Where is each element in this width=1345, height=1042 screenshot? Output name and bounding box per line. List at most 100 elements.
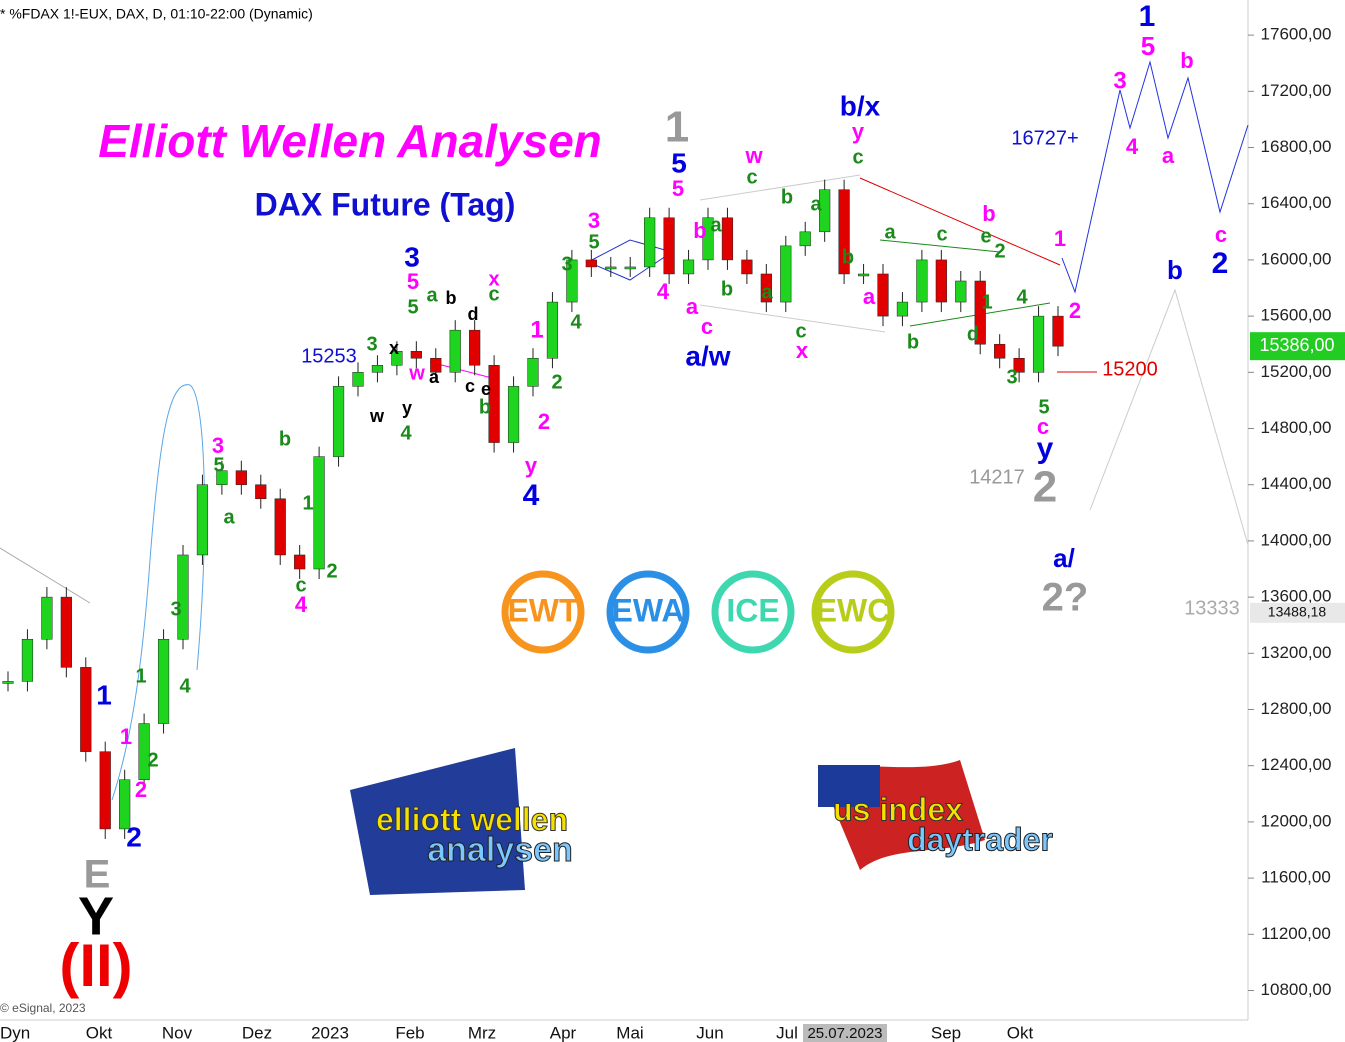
wave-label: a bbox=[429, 367, 440, 387]
candle bbox=[527, 358, 539, 387]
candle bbox=[119, 779, 131, 830]
x-tick-label: Apr bbox=[550, 1023, 577, 1042]
candle bbox=[741, 259, 753, 275]
wave-label: 5 bbox=[407, 296, 418, 318]
y-tick-label: 17200,00 bbox=[1261, 81, 1332, 100]
wave-label: y bbox=[525, 453, 538, 478]
y-tick-label: 16400,00 bbox=[1261, 193, 1332, 212]
wave-label: 1 bbox=[981, 291, 992, 313]
candle bbox=[196, 484, 209, 556]
wave-label: y bbox=[402, 398, 412, 418]
logo: us index daytrader bbox=[818, 760, 1053, 870]
wave-label: b/x bbox=[840, 90, 881, 121]
x-tick-label: Dyn bbox=[0, 1023, 30, 1042]
candle bbox=[994, 343, 1006, 359]
wave-label: b bbox=[1167, 255, 1183, 285]
candle bbox=[838, 189, 850, 275]
price-note: 13333 bbox=[1184, 597, 1240, 619]
x-tick-label: Mrz bbox=[468, 1023, 496, 1042]
wave-label: 4 bbox=[295, 592, 308, 617]
badge-label: EWT bbox=[507, 592, 579, 628]
candle bbox=[682, 259, 695, 275]
x-tick-label: Okt bbox=[1007, 1023, 1034, 1042]
candle bbox=[371, 365, 384, 373]
wave-label: c bbox=[701, 314, 713, 339]
x-tick-label: Jun bbox=[696, 1023, 723, 1042]
y-tick-label: 11600,00 bbox=[1261, 868, 1331, 887]
wave-label: 5 bbox=[672, 176, 684, 201]
candle bbox=[274, 498, 286, 556]
y-tick-label: 10800,00 bbox=[1261, 980, 1332, 999]
candle bbox=[177, 554, 189, 640]
wave-label: 1 bbox=[302, 492, 313, 514]
wave-label: 4 bbox=[400, 422, 412, 444]
y-tick-label: 16800,00 bbox=[1261, 137, 1332, 156]
x-tick-label: Sep bbox=[931, 1023, 961, 1042]
header: * %FDAX 1!-EUX, DAX, D, 01:10-22:00 (Dyn… bbox=[0, 6, 313, 22]
candle bbox=[352, 372, 364, 387]
candle bbox=[313, 456, 325, 570]
price-note: 14217 bbox=[969, 466, 1025, 488]
wave-label: a bbox=[1162, 143, 1175, 168]
candle bbox=[235, 470, 247, 485]
y-tick-label: 12800,00 bbox=[1261, 699, 1332, 718]
x-tick-label: Dez bbox=[242, 1023, 272, 1042]
logo-text: elliott wellen bbox=[376, 801, 568, 837]
wave-label: y bbox=[852, 119, 865, 144]
badge-ring bbox=[501, 570, 585, 654]
wave-label: Y bbox=[78, 886, 114, 946]
candle bbox=[488, 365, 500, 443]
price-marker-label: 15386,00 bbox=[1259, 335, 1334, 355]
logo-text: us index bbox=[833, 791, 963, 827]
wave-label: c bbox=[465, 376, 475, 396]
wave-label: x bbox=[796, 338, 809, 363]
y-tick-label: 14400,00 bbox=[1261, 474, 1332, 493]
candle bbox=[721, 217, 734, 261]
y-tick-label: 15600,00 bbox=[1261, 306, 1332, 325]
wave-label: b bbox=[907, 331, 919, 353]
candle bbox=[974, 280, 986, 345]
wave-label: c bbox=[936, 223, 947, 245]
wave-label: 4 bbox=[179, 675, 191, 697]
wave-label: 1 bbox=[1139, 0, 1156, 33]
wave-label: e bbox=[980, 225, 991, 247]
wave-label: b bbox=[1180, 48, 1193, 73]
projection bbox=[1089, 288, 1249, 546]
x-tick-label: Okt bbox=[86, 1023, 113, 1042]
wave-label: w bbox=[744, 143, 763, 168]
wave-label: a/ bbox=[1053, 543, 1075, 573]
candle bbox=[1052, 315, 1064, 347]
wave-label: c bbox=[746, 166, 757, 188]
wave-label: 2 bbox=[538, 409, 550, 434]
wave-label: b bbox=[479, 396, 491, 418]
y-tick-label: 12000,00 bbox=[1261, 811, 1332, 830]
candle bbox=[702, 217, 714, 261]
wave-label: b bbox=[781, 186, 793, 208]
wave-label: 5 bbox=[1038, 396, 1049, 418]
wave-label: 1 bbox=[120, 724, 132, 749]
candle bbox=[41, 596, 53, 640]
wave-label: 3 bbox=[588, 208, 600, 233]
wave-label: 5 bbox=[213, 454, 224, 476]
wave-label: a bbox=[710, 214, 722, 236]
wave-label: 1 bbox=[96, 679, 112, 710]
candle bbox=[391, 350, 403, 366]
wave-label: a bbox=[426, 284, 438, 306]
wave-label: 3 bbox=[404, 241, 420, 272]
candle bbox=[507, 386, 520, 443]
wave-label: c bbox=[795, 320, 806, 342]
candle bbox=[21, 639, 34, 682]
wave-label: 2 bbox=[135, 777, 147, 802]
wave-label: x bbox=[488, 268, 499, 290]
trend-line bbox=[859, 177, 1061, 266]
y-tick-label: 17600,00 bbox=[1261, 25, 1332, 44]
x-tick-label: 25.07.2023 bbox=[807, 1025, 882, 1042]
wave-label: 2 bbox=[1212, 247, 1229, 280]
wave-label: c bbox=[295, 574, 306, 596]
y-tick-label: 11200,00 bbox=[1261, 924, 1331, 943]
wave-label: b bbox=[982, 201, 995, 226]
chart-title: Elliott Wellen Analysen bbox=[98, 115, 602, 167]
trend-line bbox=[0, 547, 91, 604]
y-tick-label: 14000,00 bbox=[1261, 530, 1332, 549]
trend-line bbox=[879, 239, 1001, 253]
